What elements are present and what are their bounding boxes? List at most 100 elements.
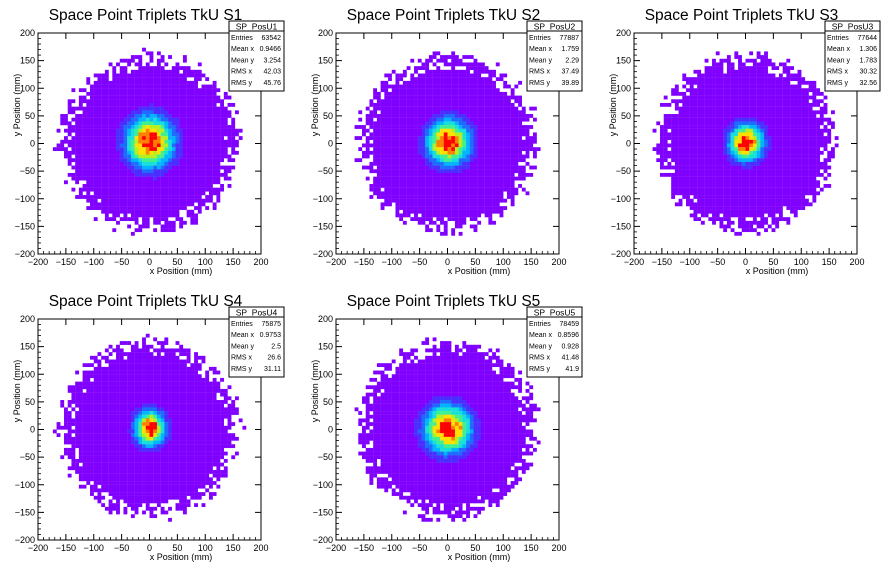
heatmap-cell	[738, 158, 742, 163]
heatmap-cell	[182, 184, 187, 188]
heatmap-cell	[432, 172, 437, 177]
heatmap-cell	[64, 128, 68, 133]
heatmap-cell	[503, 206, 508, 210]
heatmap-cell	[156, 58, 161, 63]
heatmap-cell	[506, 161, 511, 166]
heatmap-cell	[480, 158, 485, 163]
heatmap-cell	[488, 95, 493, 100]
heatmap-cell	[775, 184, 780, 188]
heatmap-cell	[708, 154, 713, 159]
heatmap-cell	[384, 180, 389, 185]
histogram-panel-1: Space Point Triplets TkU S1 −200 200 −150 15…	[0, 0, 296, 286]
heatmap-cell	[488, 117, 493, 122]
heatmap-cell	[175, 150, 180, 155]
heatmap-cell	[149, 139, 154, 144]
heatmap-cell	[756, 106, 761, 111]
heatmap-cell	[149, 114, 154, 118]
heatmap-cell	[399, 158, 404, 163]
heatmap-cell	[495, 184, 500, 188]
heatmap-cell	[71, 165, 76, 170]
heatmap-cell	[425, 77, 430, 82]
heatmap-cell	[384, 121, 389, 126]
heatmap-cell	[395, 143, 400, 148]
heatmap-cell	[451, 73, 456, 78]
heatmap-cell	[726, 88, 731, 93]
heatmap-cell	[134, 132, 139, 137]
heatmap-cell	[518, 184, 522, 188]
heatmap-cell	[480, 91, 485, 96]
heatmap-cell	[458, 184, 463, 188]
heatmap-cell	[473, 136, 478, 140]
heatmap-cell	[473, 80, 478, 85]
heatmap-cell	[499, 143, 504, 148]
heatmap-cell	[208, 180, 213, 185]
heatmap-cell	[97, 125, 102, 129]
heatmap-cell	[775, 176, 780, 181]
heatmap-cell	[447, 91, 452, 96]
heatmap-cell	[678, 184, 683, 188]
heatmap-cell	[816, 117, 820, 122]
heatmap-cell	[231, 158, 236, 163]
heatmap-cell	[488, 206, 493, 210]
heatmap-cell	[231, 139, 236, 144]
heatmap-cell	[816, 165, 820, 170]
heatmap-cell	[804, 95, 809, 100]
heatmap-cell	[108, 217, 113, 221]
heatmap-cell	[764, 55, 768, 59]
heatmap-cell	[175, 202, 180, 207]
heatmap-cell	[473, 209, 478, 214]
heatmap-cell	[388, 143, 392, 148]
heatmap-cell	[380, 114, 385, 118]
heatmap-cell	[171, 66, 176, 70]
heatmap-cell	[142, 91, 146, 96]
heatmap-cell	[730, 117, 735, 122]
heatmap-cell	[164, 172, 169, 177]
heatmap-cell	[90, 150, 94, 155]
heatmap-cell	[436, 125, 441, 129]
heatmap-cell	[786, 132, 791, 137]
heatmap-cell	[477, 69, 482, 74]
heatmap-cell	[786, 165, 791, 170]
heatmap-cell	[402, 154, 407, 159]
heatmap-cell	[782, 161, 787, 166]
heatmap-cell	[179, 106, 184, 111]
heatmap-cell	[726, 176, 731, 181]
heatmap-cell	[116, 220, 120, 225]
heatmap-cell	[123, 88, 128, 93]
heatmap-cell	[488, 99, 493, 104]
heatmap-cell	[391, 125, 396, 129]
heatmap-cell	[373, 176, 378, 181]
heatmap-cell	[112, 172, 117, 177]
heatmap-cell	[440, 102, 444, 107]
heatmap-cell	[786, 125, 791, 129]
heatmap-cell	[116, 169, 120, 174]
heatmap-cell	[734, 69, 739, 74]
heatmap-cell	[808, 147, 813, 152]
heatmap-cell	[469, 62, 474, 67]
heatmap-cell	[671, 184, 676, 188]
heatmap-cell	[723, 99, 728, 104]
heatmap-cell	[704, 91, 709, 96]
heatmap-cell	[477, 139, 482, 144]
heatmap-cell	[201, 114, 206, 118]
heatmap-cell	[778, 139, 783, 144]
heatmap-cell	[432, 55, 437, 59]
heatmap-cell	[484, 102, 489, 107]
heatmap-cell	[715, 161, 720, 166]
heatmap-cell	[469, 180, 474, 185]
heatmap-cell	[153, 191, 158, 196]
heatmap-cell	[142, 191, 146, 196]
heatmap-cell	[477, 117, 482, 122]
heatmap-cell	[145, 102, 150, 107]
heatmap-cell	[447, 102, 452, 107]
heatmap-cell	[116, 91, 120, 96]
heatmap-cell	[484, 206, 489, 210]
heatmap-cell	[414, 195, 418, 199]
heatmap-cell	[212, 106, 217, 111]
heatmap-cell	[227, 125, 232, 129]
heatmap-cell	[458, 165, 463, 170]
stats-box	[526, 20, 583, 92]
heatmap-cell	[406, 99, 411, 104]
heatmap-cell	[145, 132, 150, 137]
heatmap-cell	[782, 180, 787, 185]
